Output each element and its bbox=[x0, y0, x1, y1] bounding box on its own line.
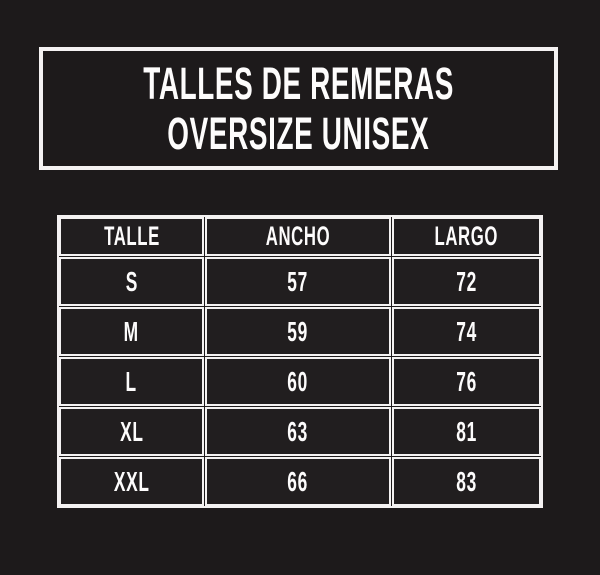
table-cell-largo-xxl: 83 bbox=[392, 457, 541, 506]
page-title-line1: TALLES DE REMERAS bbox=[48, 57, 549, 109]
table-header-cell-talle: TALLE bbox=[59, 217, 204, 256]
cell-text: XXL bbox=[113, 465, 150, 497]
page-title-line2-text: OVERSIZE UNISEX bbox=[167, 107, 430, 159]
table-cell-ancho-l: 60 bbox=[205, 357, 391, 406]
cell-text: 72 bbox=[456, 265, 477, 297]
table-cell-size-xl: XL bbox=[59, 407, 204, 456]
title-box: TALLES DE REMERAS OVERSIZE UNISEX bbox=[39, 47, 558, 170]
table-cell-largo-s: 72 bbox=[392, 257, 541, 306]
table-cell-largo-xl: 81 bbox=[392, 407, 541, 456]
table-header-cell-largo: LARGO bbox=[392, 217, 541, 256]
table-cell-size-l: L bbox=[59, 357, 204, 406]
header-label-ancho: ANCHO bbox=[265, 221, 331, 251]
cell-text: 63 bbox=[287, 415, 309, 447]
page-title-line1-text: TALLES DE REMERAS bbox=[143, 57, 454, 109]
table-cell-largo-m: 74 bbox=[392, 307, 541, 356]
header-label-largo: LARGO bbox=[434, 221, 499, 251]
cell-text: 59 bbox=[287, 315, 309, 347]
cell-text: L bbox=[125, 365, 138, 397]
cell-text: M bbox=[123, 315, 140, 347]
cell-text: S bbox=[125, 265, 138, 297]
table-cell-largo-l: 76 bbox=[392, 357, 541, 406]
header-label-talle: TALLE bbox=[103, 221, 160, 251]
cell-text: XL bbox=[119, 415, 144, 447]
size-table: TALLE ANCHO LARGO S 57 72 M 59 74 L bbox=[57, 215, 543, 508]
cell-text: 81 bbox=[456, 415, 477, 447]
table-cell-size-m: M bbox=[59, 307, 204, 356]
table-cell-ancho-xxl: 66 bbox=[205, 457, 391, 506]
table-cell-ancho-s: 57 bbox=[205, 257, 391, 306]
page-title-line2: OVERSIZE UNISEX bbox=[87, 107, 510, 159]
table-header-cell-ancho: ANCHO bbox=[205, 217, 391, 256]
cell-text: 76 bbox=[456, 365, 477, 397]
cell-text: 57 bbox=[287, 265, 309, 297]
cell-text: 66 bbox=[287, 465, 309, 497]
table-cell-size-s: S bbox=[59, 257, 204, 306]
table-cell-size-xxl: XXL bbox=[59, 457, 204, 506]
cell-text: 60 bbox=[287, 365, 309, 397]
table-cell-ancho-m: 59 bbox=[205, 307, 391, 356]
table-cell-ancho-xl: 63 bbox=[205, 407, 391, 456]
cell-text: 74 bbox=[456, 315, 477, 347]
cell-text: 83 bbox=[456, 465, 477, 497]
